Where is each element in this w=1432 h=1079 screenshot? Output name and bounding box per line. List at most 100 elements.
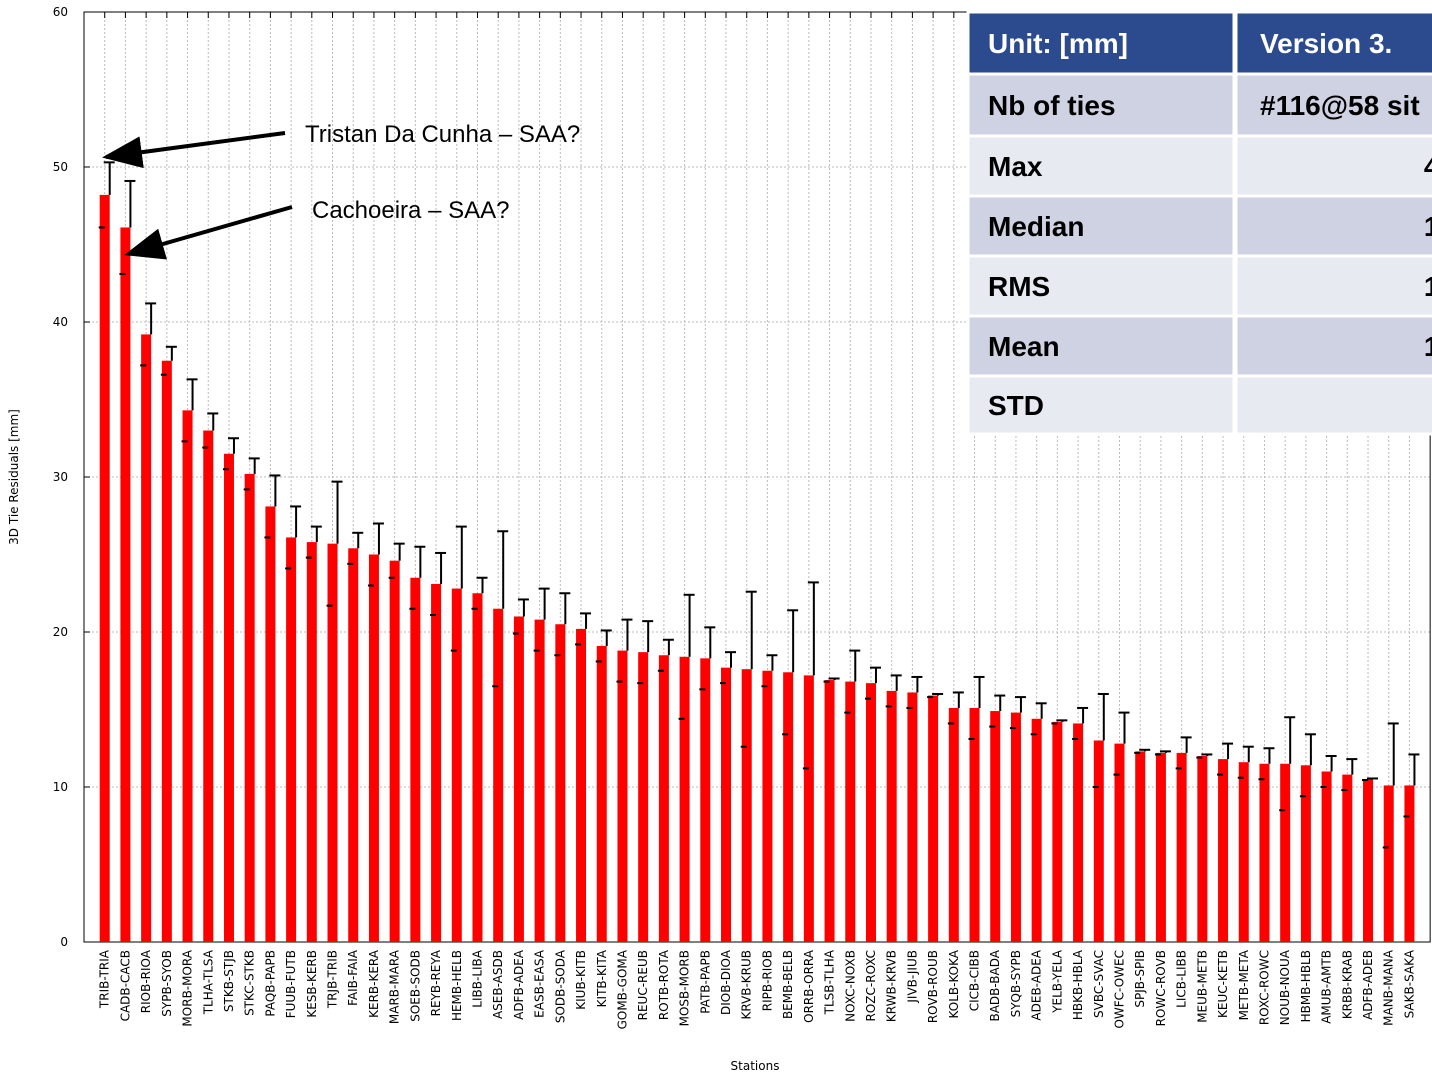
- x-tick-label: MARB-MARA: [388, 949, 402, 1024]
- x-tick-label: SOEB-SODB: [408, 950, 422, 1022]
- bar: [1383, 785, 1394, 942]
- x-tick-label: LIBB-LIBA: [470, 949, 484, 1007]
- x-tick-label: MOSB-MORB: [678, 950, 692, 1026]
- table-text: RMS: [988, 271, 1050, 302]
- arrow: [102, 131, 286, 169]
- bar: [327, 543, 338, 942]
- x-tick-label: KRVB-KRUB: [740, 950, 754, 1020]
- x-tick-label: YELB-YELA: [1050, 949, 1064, 1014]
- bar: [555, 624, 566, 942]
- x-tick-label: RIPB-RIOB: [760, 950, 774, 1011]
- plot-frame: [83, 11, 1431, 943]
- bar: [969, 707, 980, 942]
- table-text: Max: [988, 151, 1043, 182]
- bar: [1238, 762, 1249, 942]
- bar: [679, 656, 690, 942]
- x-tick-label: ROTB-ROTA: [657, 949, 671, 1020]
- bar: [1176, 752, 1187, 942]
- table-cell: [1234, 10, 1432, 76]
- x-tick-label: KEUC-KETB: [1216, 950, 1230, 1018]
- bar: [1155, 752, 1166, 942]
- table-cell: [966, 314, 1236, 378]
- bar: [203, 430, 214, 942]
- bar: [451, 588, 462, 942]
- x-tick-label: RIOB-RIOA: [139, 949, 153, 1013]
- bar: [286, 537, 297, 942]
- bar: [845, 681, 856, 942]
- bar: [617, 650, 628, 942]
- x-tick-label: KRWB-KRVB: [885, 950, 899, 1022]
- bar: [803, 675, 814, 942]
- x-tick-label: KRBB-KRAB: [1340, 950, 1354, 1019]
- table-cell: [1234, 374, 1432, 436]
- x-tick-label: ROVB-ROUB: [926, 950, 940, 1023]
- bar: [948, 707, 959, 942]
- x-tick-label: ADFB-ADEA: [512, 949, 526, 1020]
- bar: [431, 583, 442, 942]
- x-tick-label: LICB-LIBB: [1175, 950, 1189, 1008]
- x-tick-label: TRIB-TRIA: [98, 949, 112, 1009]
- x-tick-label: TRJB-TRIB: [326, 950, 340, 1009]
- bar: [1031, 718, 1042, 942]
- bar: [638, 652, 649, 942]
- y-tick-label: 0: [60, 935, 68, 949]
- bar: [1300, 765, 1311, 942]
- table-cell: [966, 254, 1236, 318]
- bar: [928, 695, 939, 942]
- y-tick-label: 30: [53, 470, 68, 484]
- plot-area: 0 10 20 30 40 50 60 TRIB-TRIA CADB-CACB RIOB-RIOA…: [53, 5, 1431, 1029]
- table-header: Unit: [mm]: [988, 28, 1128, 59]
- bar: [990, 711, 1001, 942]
- x-tick-label: CICB-CIBB: [968, 950, 982, 1011]
- x-tick-label: TLHA-TLSA: [201, 949, 215, 1015]
- bar: [1404, 785, 1415, 942]
- y-tick-label: 50: [53, 160, 68, 174]
- bar: [741, 669, 752, 942]
- x-tick-label: FAIB-FAIA: [346, 949, 360, 1006]
- bar: [865, 683, 876, 942]
- x-tick-label: NOXC-NOXB: [843, 950, 857, 1022]
- x-tick-label: BEMB-BELB: [781, 950, 795, 1019]
- x-tick-label: REYB-REYA: [429, 949, 443, 1016]
- bar: [182, 410, 193, 943]
- x-tick-label: MANB-MANA: [1382, 949, 1396, 1026]
- bar: [1197, 756, 1208, 942]
- bar: [783, 672, 794, 942]
- x-tick-label: JIVB-JIUB: [905, 950, 919, 1004]
- x-tick-label: SODB-SODA: [553, 949, 567, 1023]
- table-cell: [1234, 134, 1432, 198]
- table-text: 15: [1424, 211, 1432, 242]
- table-cell: [1234, 254, 1432, 318]
- x-tick-label: CADB-CACB: [118, 950, 132, 1021]
- table-text: Mean: [988, 331, 1060, 362]
- x-tick-label: ROZC-ROXC: [864, 950, 878, 1021]
- x-tick-label: ASEB-ASDB: [491, 950, 505, 1019]
- x-tick-label: KIUB-KITB: [574, 950, 588, 1010]
- y-tick-label: 40: [53, 315, 68, 329]
- x-tick-label: SPJB-SPIB: [1133, 950, 1147, 1008]
- x-tick-label: KITB-KITA: [595, 949, 609, 1007]
- x-tick-label: NOUB-NOUA: [1278, 949, 1292, 1025]
- x-tick-label: ADFB-ADEB: [1361, 950, 1375, 1020]
- y-axis-label: 3D Tie Residuals [mm]: [7, 409, 21, 545]
- table-text: Nb of ties: [988, 90, 1116, 121]
- x-tick-label: OWFC-OWEC: [1113, 950, 1127, 1029]
- y-tick-label: 20: [53, 625, 68, 639]
- bar: [223, 453, 234, 942]
- bar: [824, 680, 835, 942]
- bar: [576, 628, 587, 942]
- x-tick-label: SVBC-SVAC: [1092, 950, 1106, 1018]
- x-tick-label: ADEB-ADEA: [1030, 949, 1044, 1020]
- table-cell: [966, 374, 1236, 436]
- bar: [1342, 774, 1353, 942]
- x-tick-label: KERB-KERA: [367, 949, 381, 1018]
- bar: [596, 645, 607, 942]
- x-tick-label: PAQB-PAPB: [263, 950, 277, 1017]
- bar: [1073, 723, 1084, 942]
- x-tick-label: ORRB-ORRA: [802, 949, 816, 1023]
- bar: [306, 542, 317, 942]
- table-text: #116@58 sit: [1260, 90, 1420, 121]
- x-tick-label: KOLB-KOKA: [947, 949, 961, 1018]
- bar: [1093, 740, 1104, 942]
- x-tick-label: MORB-MORA: [181, 949, 195, 1026]
